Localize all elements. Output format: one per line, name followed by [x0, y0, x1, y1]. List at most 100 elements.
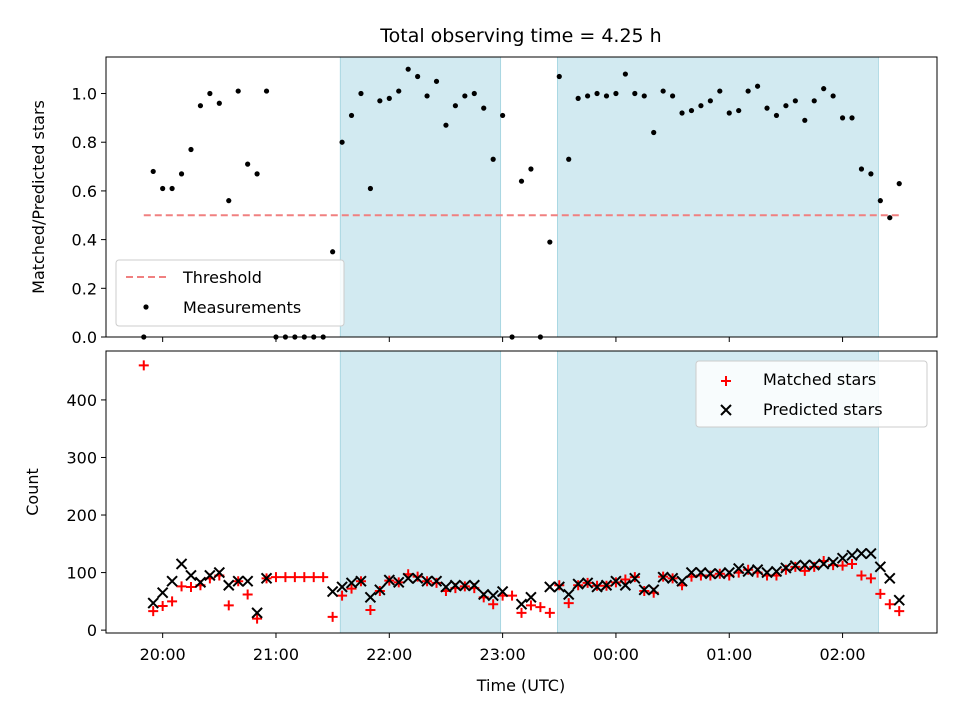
- measurement-point: [660, 88, 666, 94]
- count-y-axis-label: Count: [23, 468, 42, 516]
- predicted-stars-point: [156, 587, 169, 599]
- measurement-point: [386, 95, 392, 101]
- predicted-stars-point: [449, 579, 462, 591]
- matched-stars-point: [327, 611, 338, 622]
- measurement-point: [651, 129, 657, 136]
- x-tick-label: 23:00: [480, 645, 526, 664]
- chart-title: Total observing time = 4.25 h: [379, 25, 661, 47]
- predicted-stars-point: [411, 572, 424, 585]
- measurement-point: [849, 115, 855, 121]
- matched-stars-point: [544, 607, 555, 618]
- matched-stars-point: [705, 570, 716, 581]
- predicted-stars-point: [544, 581, 556, 593]
- matched-stars-point: [563, 598, 574, 609]
- predicted-stars-point: [185, 569, 197, 582]
- predicted-stars-point: [855, 547, 868, 560]
- measurement-point: [216, 100, 222, 106]
- predicted-stars-point: [194, 576, 207, 589]
- count-panel: 20:00 21:00 22:00 23:00 00:00 01:00 02:00 0 100…: [23, 350, 938, 664]
- measurement-point: [358, 90, 364, 97]
- legend-box: [115, 259, 345, 327]
- measurement-point: [178, 171, 185, 177]
- matched-stars-point: [365, 604, 376, 615]
- measurement-point: [207, 90, 213, 97]
- measurement-point: [622, 71, 628, 77]
- observing-interval-0: [339, 350, 502, 634]
- predicted-stars-point: [827, 556, 839, 568]
- predicted-stars-point: [515, 598, 528, 610]
- predicted-stars-point: [610, 575, 622, 587]
- measurement-point: [160, 185, 166, 192]
- measurement-point: [377, 98, 383, 104]
- measurement-point: [679, 110, 685, 116]
- measurement-point: [858, 166, 865, 172]
- predicted-stars-point: [147, 597, 159, 609]
- y-tick-label: 400: [66, 391, 97, 410]
- measurement-point: [245, 161, 251, 167]
- predicted-stars-point: [704, 568, 717, 580]
- predicted-stars-point: [836, 552, 849, 564]
- y-tick-label: 0.4: [72, 231, 97, 250]
- predicted-stars-point: [166, 575, 178, 587]
- ratio-x-ticks: [162, 337, 844, 342]
- matched-stars-point: [875, 588, 886, 599]
- measurement-point: [405, 66, 411, 72]
- predicted-stars-point: [326, 585, 339, 598]
- measurement-point: [415, 73, 421, 80]
- matched-stars-point: [516, 607, 527, 618]
- measurement-point: [641, 93, 647, 99]
- matched-stars-point: [138, 360, 149, 371]
- legend-predicted-label: Predicted stars: [763, 400, 883, 419]
- ratio-legend: Threshold Measurements: [115, 259, 345, 327]
- predicted-stars-point: [553, 581, 565, 593]
- matched-stars-point: [554, 580, 565, 591]
- predicted-stars-point: [638, 584, 650, 596]
- matched-stars-point: [242, 589, 253, 600]
- predicted-stars-point: [657, 571, 669, 583]
- predicted-stars-point: [884, 572, 896, 585]
- measurement-point: [169, 185, 175, 192]
- matched-stars-point: [176, 581, 187, 592]
- measurement-point: [613, 90, 619, 97]
- predicted-stars-point: [874, 561, 887, 573]
- predicted-stars-point: [770, 565, 783, 578]
- matched-stars-point: [270, 572, 281, 583]
- predicted-stars-point: [213, 566, 226, 579]
- predicted-stars-point: [364, 591, 377, 604]
- predicted-stars-point: [581, 577, 594, 589]
- observing-interval-0: [339, 56, 502, 338]
- predicted-stars-point: [440, 581, 452, 593]
- measurement-point: [736, 107, 742, 114]
- measurement-point: [594, 90, 600, 97]
- predicted-stars-point: [251, 607, 263, 619]
- measurement-point: [830, 93, 836, 99]
- y-tick-label: 0.2: [72, 279, 97, 298]
- matched-stars-point: [337, 590, 348, 601]
- measurement-point: [896, 181, 902, 187]
- predicted-stars-point: [591, 581, 603, 593]
- measurement-point: [197, 103, 204, 109]
- predicted-stars-point: [780, 562, 792, 574]
- predicted-stars-point: [732, 562, 745, 575]
- legend-matched-swatch: [721, 376, 731, 386]
- matched-stars-point: [780, 564, 791, 575]
- measurement-point: [490, 156, 496, 162]
- measurement-point: [754, 83, 761, 89]
- matched-stars-point: [525, 600, 536, 611]
- predicted-stars-point: [345, 577, 358, 589]
- matched-stars-point: [856, 570, 867, 581]
- matched-stars-point: [620, 574, 631, 585]
- matched-stars-point: [185, 581, 196, 592]
- measurement-point: [396, 88, 402, 94]
- measurement-point: [764, 105, 770, 111]
- predicted-stars-point: [260, 572, 273, 585]
- y-tick-label: 0.0: [72, 328, 97, 347]
- count-legend: Matched stars Predicted stars: [695, 360, 928, 428]
- measurement-point: [802, 117, 808, 123]
- predicted-stars-point: [685, 566, 698, 579]
- measurement-point: [424, 93, 430, 99]
- count-plot-marks: [138, 360, 905, 624]
- measurement-point: [839, 115, 846, 121]
- measurement-point: [726, 110, 732, 116]
